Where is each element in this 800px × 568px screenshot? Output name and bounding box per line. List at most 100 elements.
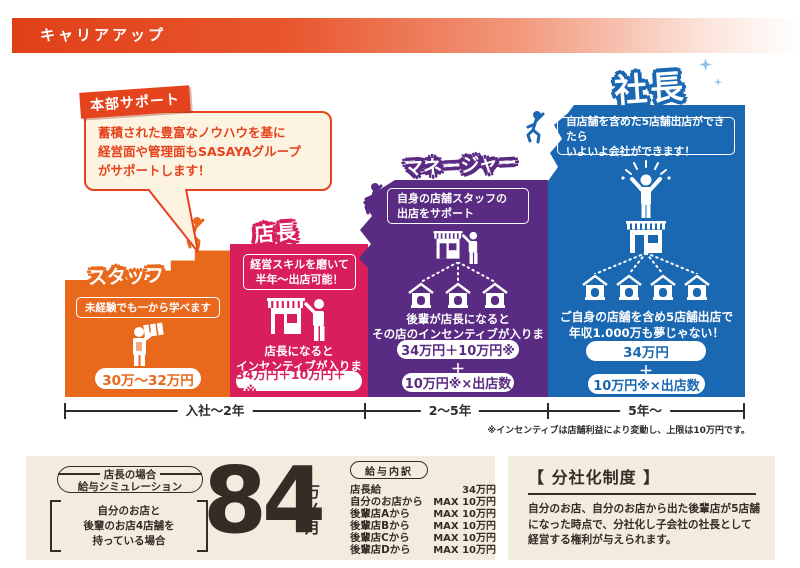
simulation-label-line1: 店長の場合: [103, 468, 157, 481]
payroll-row: 後輩店Cから MAX 10万円: [350, 532, 496, 544]
payroll-row: 店長給 34万円: [350, 484, 496, 496]
simulated-salary-amount: 84: [203, 447, 326, 554]
stage-title-president: 社長: [612, 66, 688, 111]
payroll-row-label: 後輩店Cから: [350, 532, 410, 544]
condition-line: 後輩のお店4店舗を: [83, 519, 175, 532]
salary-unit: 万 月: [305, 484, 320, 536]
payroll-row: 後輩店Bから MAX 10万円: [350, 520, 496, 532]
president-note-box: 自店舗を含めた5店舗出店ができたら いよいよ会社ができます！: [557, 114, 735, 158]
sparkle-icon: [699, 58, 712, 71]
store-owner-icon: [433, 231, 478, 264]
simulation-condition: 自分のお店と 後輩のお店4店舗を 持っている場合: [50, 500, 208, 552]
store-branch-icon: [582, 274, 608, 300]
payroll-row-label: 自分のお店から: [350, 496, 423, 508]
climber-icon-manager: [364, 183, 383, 216]
payroll-row-label: 後輩店Bから: [350, 520, 410, 532]
store-icon: [626, 221, 666, 253]
subsidiary-body-line: 経営する権利が与えられます。: [528, 533, 677, 546]
simulation-label-line2: 給与シミュレーション: [77, 480, 183, 493]
president-note-line: いよいよ会社ができます！: [566, 144, 696, 158]
timeline-tick: [364, 403, 366, 419]
stage-title-manager: マネージャー: [403, 152, 518, 180]
support-bubble-line: 経営面や管理面もSASAYAグループ: [98, 143, 301, 159]
condition-line: 持っている場合: [92, 534, 166, 547]
subsidiary-body: 自分のお店、自分のお店から出た後輩店が5店舗 になった時点で、分社化し子会社の社…: [528, 501, 763, 548]
store-branch-icon: [616, 274, 642, 300]
tencho-note-line: 半年〜出店可能！: [255, 273, 344, 286]
unit-top: 万: [305, 483, 321, 501]
staff-worker-icon: [133, 322, 164, 366]
manager-per-store-pill: 10万円※×出店数: [402, 373, 514, 392]
tencho-note-box: 経営スキルを磨いて 半年〜出店可能！: [243, 254, 356, 290]
tencho-salary-pill: 34万円＋10万円＋α※: [236, 367, 362, 398]
store-branch-icon: [650, 274, 676, 300]
payroll-breakdown-table: 店長給 34万円 自分のお店から MAX 10万円 後輩店Aから MAX 10万円 後…: [350, 484, 496, 556]
timeline-tick: [64, 403, 66, 419]
stage-title-tencho: 店長: [253, 219, 299, 247]
timeline-segment-label: 2〜5年: [420, 403, 480, 419]
president-branch-row: [581, 274, 711, 300]
subsidiary-title-rule: [528, 493, 756, 495]
sparkle-icon: [714, 78, 722, 86]
payroll-row-label: 後輩店Dから: [350, 544, 411, 556]
manager-desc-line: 後輩が店長になると: [406, 312, 510, 326]
tencho-desc-line: 店長になると: [264, 344, 334, 358]
celebrating-person-icon: [621, 160, 671, 218]
climber-icon-president: [526, 111, 545, 144]
store-branch-icon: [482, 282, 508, 308]
support-bubble: 蓄積された豊富なノウハウを基に 経営面や管理面もSASAYAグループ がサポート…: [84, 111, 332, 191]
payroll-row-value: MAX 10万円: [433, 533, 496, 544]
payroll-row-value: MAX 10万円: [433, 521, 496, 532]
simulation-label-box: 店長の場合 給与シミュレーション: [57, 466, 203, 493]
right-bracket: [197, 500, 208, 552]
payroll-row: 自分のお店から MAX 10万円: [350, 496, 496, 508]
incentive-footnote: ※インセンティブは店舗利益により変動し、上限は10万円です。: [487, 426, 750, 436]
subsidiary-body-line: になった時点で、分社化し子会社の社長として: [528, 517, 752, 531]
timeline-tick: [743, 403, 745, 419]
payroll-row-label: 後輩店Aから: [350, 508, 410, 520]
tencho-note-line: 経営スキルを磨いて: [250, 258, 349, 271]
timeline-tick: [547, 403, 549, 419]
salary-simulation-panel: [26, 456, 495, 560]
payroll-row: 後輩店Aから MAX 10万円: [350, 508, 496, 520]
president-desc-line: ご自身の店舗を含め5店舗出店で: [559, 310, 734, 324]
subsidiary-body-line: 自分のお店、自分のお店から出た後輩店が5店舗: [528, 502, 760, 515]
subsidiary-title: 【 分社化制度 】: [528, 468, 661, 487]
bubble-tail: [147, 189, 199, 253]
unit-bottom: 月: [305, 519, 321, 537]
payroll-row-value: 34万円: [462, 485, 496, 496]
president-salary-pill: 34万円: [586, 341, 706, 361]
manager-branch-row: [407, 282, 509, 308]
store-branch-icon: [408, 282, 434, 308]
payroll-row-label: 店長給: [350, 484, 382, 496]
payroll-row-value: MAX 10万円: [433, 497, 496, 508]
store-branch-icon: [684, 274, 710, 300]
timeline-segment-label: 5年〜: [620, 403, 670, 419]
branch-connector-lines: [594, 253, 698, 274]
staff-note-box: 未経験でも一から学べます: [76, 297, 220, 318]
page-title: キャリアアップ: [40, 26, 167, 44]
decorative-line: [160, 473, 202, 475]
president-note-line: 自店舗を含めた5店舗出店ができたら: [566, 114, 725, 143]
store-branch-icon: [445, 282, 471, 308]
staff-salary-pill: 30万〜32万円: [95, 368, 201, 389]
header-banner: キャリアアップ: [12, 18, 800, 53]
subsidiary-system-panel: [508, 456, 775, 560]
left-bracket: [50, 500, 61, 552]
payroll-row: 後輩店Dから MAX 10万円: [350, 544, 496, 556]
support-bubble-line: がサポートします！: [98, 162, 211, 178]
payroll-row-value: MAX 10万円: [433, 509, 496, 520]
branch-connector-lines: [420, 262, 496, 282]
store-owner-icon: [267, 298, 325, 341]
support-bubble-line: 蓄積された豊富なノウハウを基に: [98, 124, 286, 140]
timeline-segment-label: 入社〜2年: [177, 403, 253, 419]
manager-salary-pill: 34万円＋10万円※: [397, 340, 519, 359]
payroll-row-value: MAX 10万円: [433, 545, 496, 556]
manager-note-box: 自身の店舗スタッフの 出店をサポート: [387, 188, 529, 224]
stage-title-staff: スタッフ: [87, 264, 165, 290]
payroll-breakdown-label: 給与内訳: [350, 461, 428, 479]
decorative-line: [58, 473, 100, 475]
condition-line: 自分のお店と: [97, 504, 161, 517]
unit-slash: [307, 502, 318, 518]
